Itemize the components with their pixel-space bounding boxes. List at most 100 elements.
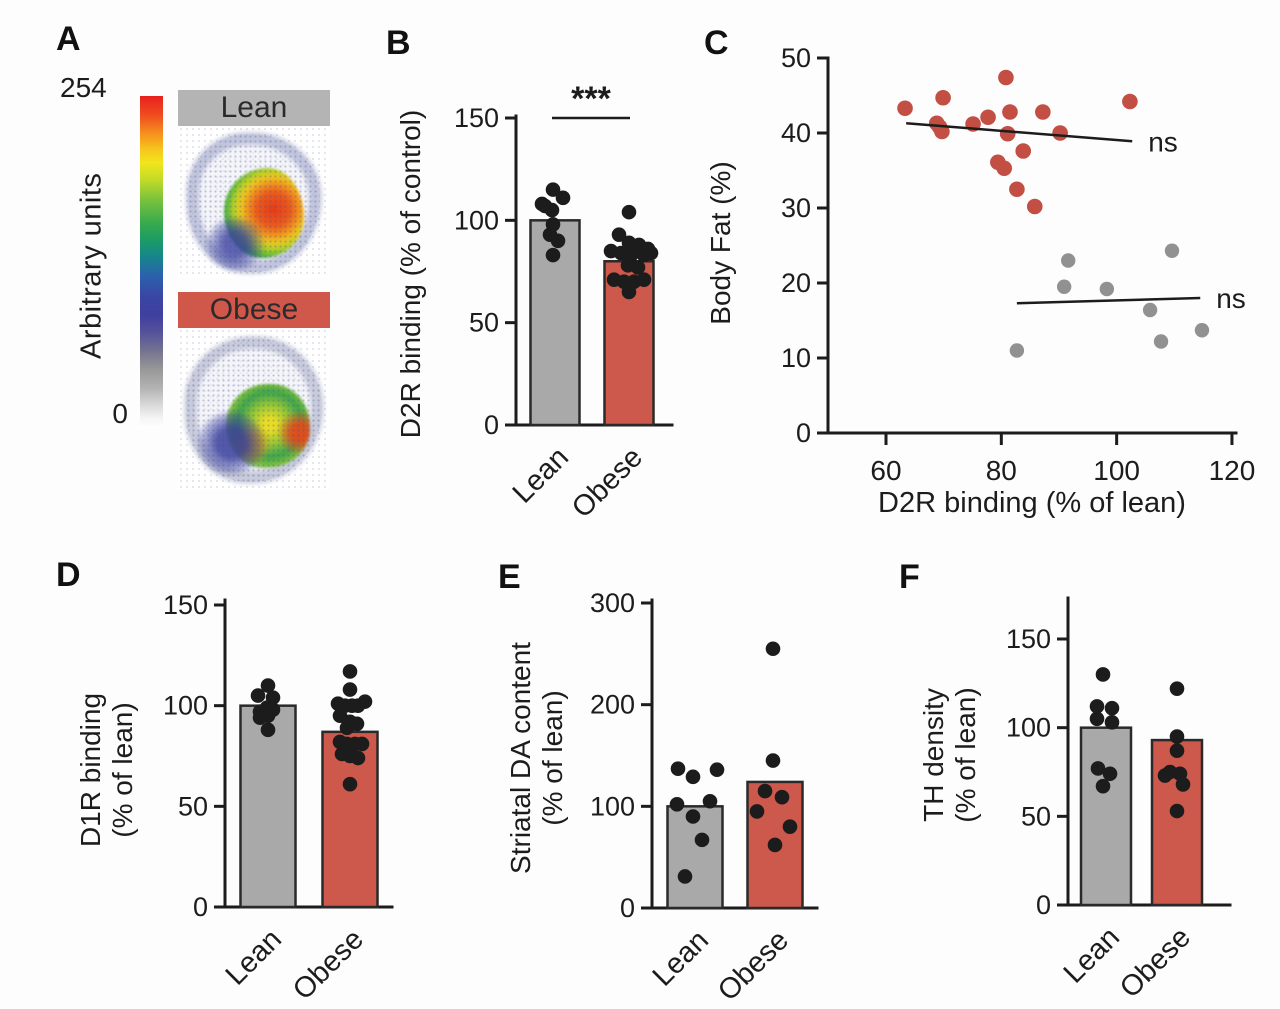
y-tick-label: 0 bbox=[484, 410, 499, 440]
panel-letter-a: A bbox=[56, 20, 81, 58]
data-point bbox=[555, 190, 571, 206]
data-point bbox=[342, 776, 358, 792]
y-tick-label: 50 bbox=[469, 308, 499, 338]
data-point bbox=[621, 284, 637, 300]
data-point bbox=[709, 762, 725, 778]
data-point bbox=[669, 797, 685, 812]
blue-region bbox=[206, 218, 264, 270]
y-axis-title: Body Fat (%) bbox=[705, 161, 736, 324]
y-tick-label: 200 bbox=[590, 690, 635, 720]
autorad-image-lean bbox=[178, 126, 330, 278]
scatter-point-obese bbox=[935, 89, 951, 106]
scatter-point-obese bbox=[999, 125, 1016, 142]
y-tick-label: 0 bbox=[193, 892, 208, 922]
data-point bbox=[1169, 743, 1185, 759]
panel-letter-d: D bbox=[56, 556, 81, 594]
data-point bbox=[1157, 768, 1173, 783]
data-point bbox=[1095, 667, 1111, 682]
y-tick-label: 150 bbox=[163, 590, 208, 620]
x-tick-label: 60 bbox=[870, 455, 901, 486]
bar-obese bbox=[1150, 738, 1204, 907]
data-point bbox=[749, 804, 765, 819]
data-point bbox=[765, 753, 781, 768]
bar-lean bbox=[1079, 726, 1133, 907]
data-point bbox=[252, 710, 268, 726]
panel-letter-f: F bbox=[899, 558, 920, 596]
scatter-point-obese bbox=[980, 109, 996, 126]
panel-C-chart: 0 10 20 30 40 50 60 80 100 120 D2R binding (% of l… bbox=[705, 43, 1255, 519]
data-point bbox=[1169, 729, 1185, 744]
scatter-point-obese bbox=[897, 100, 913, 117]
data-point bbox=[611, 227, 627, 242]
data-point bbox=[354, 736, 370, 752]
scatter-point-obese bbox=[996, 160, 1013, 177]
scatter-point-lean bbox=[1194, 323, 1210, 338]
data-point bbox=[1169, 803, 1185, 819]
colorbar-gradient bbox=[140, 96, 163, 428]
data-point bbox=[782, 819, 798, 834]
brain-outline bbox=[186, 132, 322, 274]
data-point bbox=[1095, 778, 1111, 794]
category-label: Obese bbox=[566, 441, 649, 524]
y-tick-label: 300 bbox=[590, 588, 635, 618]
panel-letter-e: E bbox=[498, 558, 521, 596]
data-point bbox=[545, 247, 561, 263]
colorbar-max-label: 254 bbox=[60, 72, 107, 103]
panel-letter-c: C bbox=[704, 24, 729, 62]
y-axis-title: (% of lean) bbox=[537, 690, 568, 825]
category-label: Lean bbox=[647, 924, 715, 992]
y-axis-title: D1R binding bbox=[75, 693, 106, 847]
scatter-point-obese bbox=[998, 69, 1014, 86]
data-point bbox=[350, 750, 366, 766]
y-tick-label: 50 bbox=[1021, 801, 1051, 831]
panel-letter-b: B bbox=[386, 24, 411, 62]
y-tick-label: 0 bbox=[620, 893, 635, 923]
data-point bbox=[550, 233, 566, 249]
y-axis-title: TH density bbox=[918, 688, 949, 822]
data-point bbox=[1102, 766, 1118, 782]
scatter-point-lean bbox=[1056, 279, 1072, 294]
category-label: Obese bbox=[1114, 921, 1197, 1004]
category-label: Obese bbox=[287, 923, 370, 1006]
x-tick-label: 100 bbox=[1093, 455, 1140, 486]
bar-lean bbox=[666, 805, 724, 910]
y-axis-title: (% of lean) bbox=[950, 687, 981, 822]
data-point bbox=[250, 688, 266, 703]
y-tick-label: 150 bbox=[454, 103, 499, 133]
data-point bbox=[545, 182, 561, 197]
scatter-point-lean bbox=[1061, 253, 1076, 268]
category-label: Lean bbox=[220, 923, 288, 991]
ns-label-obese: ns bbox=[1148, 126, 1178, 157]
speckle-overlay bbox=[186, 338, 322, 482]
data-point bbox=[1175, 777, 1191, 792]
data-point bbox=[342, 682, 358, 697]
scatter-point-obese bbox=[1015, 143, 1032, 159]
trend-line-lean bbox=[1016, 296, 1201, 305]
category-label: Obese bbox=[712, 924, 795, 1007]
data-point bbox=[694, 832, 710, 848]
scatter-point-obese bbox=[1002, 104, 1018, 120]
y-tick-label: 40 bbox=[781, 118, 811, 148]
data-point bbox=[670, 761, 686, 777]
data-point bbox=[339, 720, 355, 736]
bar-lean bbox=[239, 704, 297, 909]
scatter-point-obese bbox=[1026, 198, 1043, 215]
data-point bbox=[630, 260, 646, 275]
data-point bbox=[702, 793, 718, 809]
data-point bbox=[774, 789, 790, 805]
data-point bbox=[1089, 711, 1105, 727]
scatter-point-lean bbox=[1142, 302, 1158, 318]
scatter-point-lean bbox=[1153, 334, 1169, 349]
x-tick-label: 80 bbox=[986, 455, 1017, 486]
y-axis-title: D2R binding (% of control) bbox=[395, 110, 426, 438]
data-point bbox=[260, 722, 276, 738]
scatter-point-obese bbox=[1122, 93, 1138, 110]
colorbar-axis-label: Arbitrary units bbox=[75, 172, 108, 360]
y-tick-label: 0 bbox=[1036, 890, 1051, 920]
data-point bbox=[544, 202, 560, 218]
scatter-point-obese bbox=[1035, 104, 1051, 120]
data-point bbox=[1104, 715, 1120, 730]
data-point bbox=[621, 204, 637, 220]
